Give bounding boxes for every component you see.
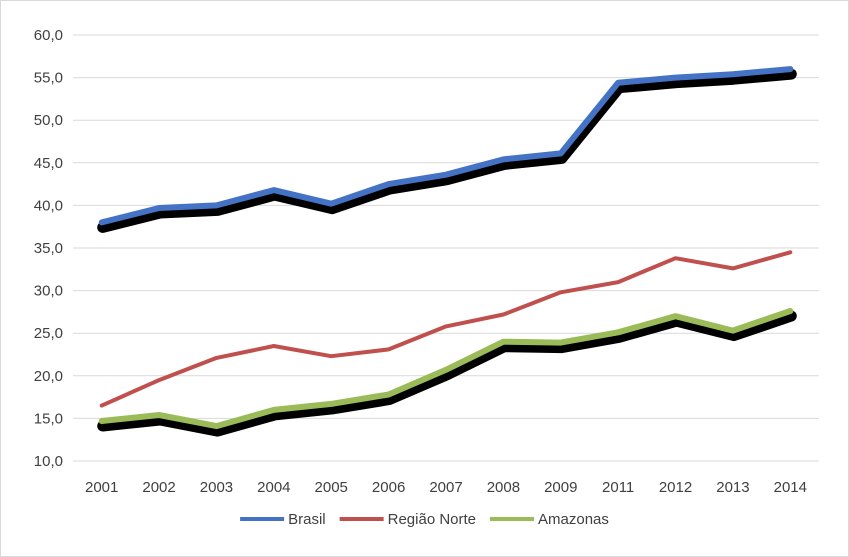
y-tick-label: 30,0 [34,283,63,300]
gridlines [73,34,819,462]
y-tick-label: 40,0 [34,197,63,214]
y-tick-label: 10,0 [34,453,63,470]
y-tick-label: 15,0 [34,410,63,427]
y-tick-label: 60,0 [34,27,63,44]
x-tick-label: 2014 [774,479,807,496]
x-tick-label: 2004 [257,479,290,496]
series-shadows [97,68,797,437]
y-tick-label: 50,0 [34,112,63,129]
x-tick-label: 2011 [602,479,634,496]
x-tick-label: 2013 [716,479,749,496]
y-tick-label: 55,0 [34,70,63,87]
legend-label: Amazonas [538,511,609,528]
x-tick-label: 2002 [142,479,175,496]
series-line-2 [98,308,794,430]
y-tick-label: 25,0 [34,325,63,342]
x-tick-label: 2006 [372,479,405,496]
y-tick-label: 45,0 [34,155,63,172]
series-line-0 [98,66,794,226]
legend-label: Brasil [288,511,326,528]
y-tick-label: 20,0 [34,368,63,385]
legend-label: Região Norte [388,511,476,528]
x-tick-label: 2003 [200,479,233,496]
legend: Brasil Região Norte Amazonas [240,511,609,528]
x-tick-label: 2008 [487,479,520,496]
x-tick-label: 2005 [315,479,348,496]
x-tick-label: 2007 [429,479,462,496]
x-tick-label: 2012 [659,479,692,496]
x-tick-label: 2001 [85,479,118,496]
y-tick-label: 35,0 [34,240,63,257]
series-line-1 [99,250,793,408]
series-lines [98,66,794,430]
axes: 10,0 15,0 20,0 25,0 30,0 35,0 40,0 45,0 50,0 55,0… [34,27,807,496]
series-shadow-2 [97,310,797,437]
series-shadow-0 [97,68,797,233]
x-tick-label: 2009 [544,479,577,496]
